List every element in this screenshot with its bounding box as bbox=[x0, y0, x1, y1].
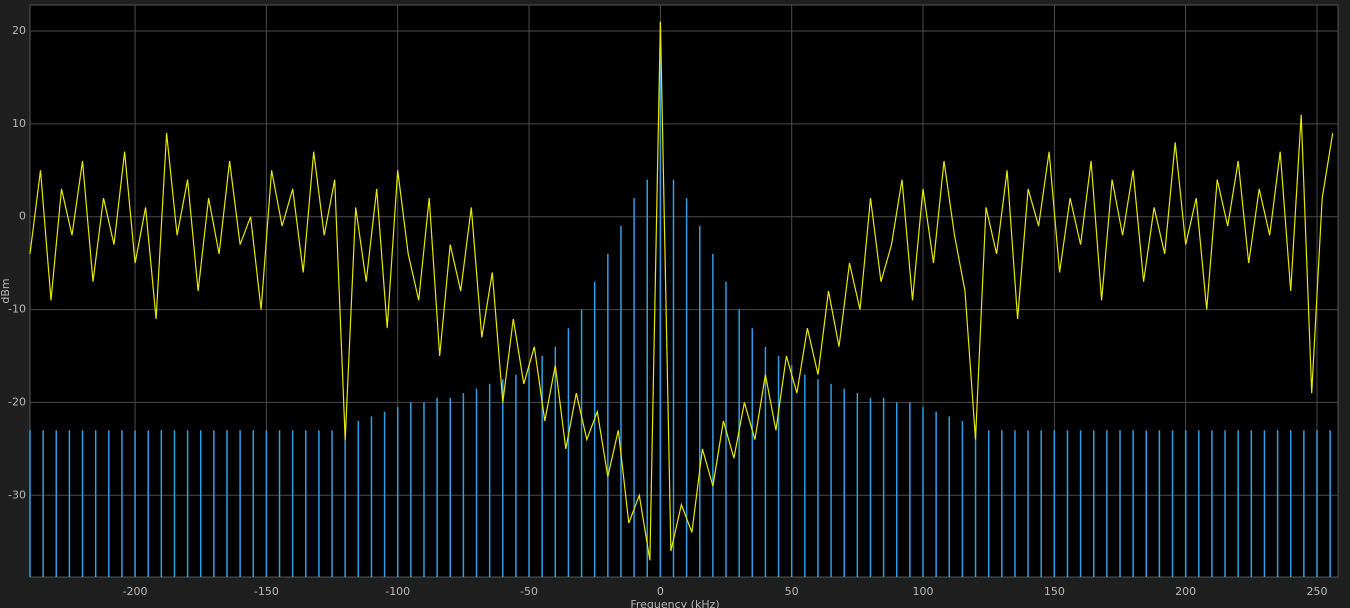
y-tick-label: -20 bbox=[8, 395, 26, 408]
x-tick-label: 150 bbox=[1044, 585, 1065, 598]
x-tick-label: -150 bbox=[254, 585, 279, 598]
y-tick-label: -10 bbox=[8, 303, 26, 316]
spectrum-line bbox=[29, 21, 1334, 561]
y-tick-label: -30 bbox=[8, 488, 26, 501]
y-axis-label: dBm bbox=[0, 278, 12, 303]
x-tick-label: 50 bbox=[785, 585, 799, 598]
x-tick-label: 200 bbox=[1175, 585, 1196, 598]
x-tick-label: -50 bbox=[520, 585, 538, 598]
x-axis-label: Frequency (kHz) bbox=[630, 598, 719, 608]
x-tick-label: 250 bbox=[1306, 585, 1327, 598]
y-tick-label: 20 bbox=[12, 24, 26, 37]
y-tick-label: 10 bbox=[12, 117, 26, 130]
x-tick-label: 100 bbox=[913, 585, 934, 598]
y-tick-label: 0 bbox=[19, 210, 26, 223]
x-tick-label: -200 bbox=[123, 585, 148, 598]
plot-area bbox=[29, 4, 1339, 578]
x-tick-label: 0 bbox=[657, 585, 664, 598]
x-tick-label: -100 bbox=[385, 585, 410, 598]
